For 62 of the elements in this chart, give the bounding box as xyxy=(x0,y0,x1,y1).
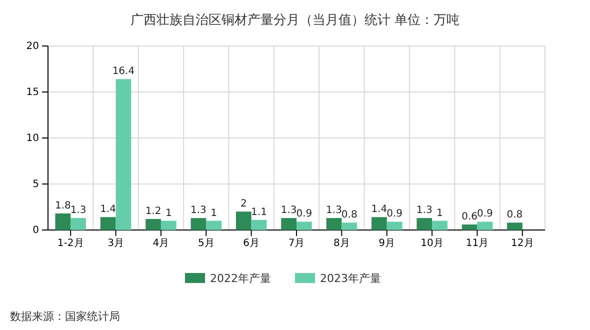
bar xyxy=(462,224,478,230)
data-label: 1.3 xyxy=(70,205,86,216)
y-tick-label: 0 xyxy=(32,225,39,236)
x-tick-label: 5月 xyxy=(198,238,214,250)
data-label: 0.8 xyxy=(341,210,358,221)
x-tick-label: 11月 xyxy=(466,238,489,250)
bar xyxy=(70,218,86,230)
bar xyxy=(477,222,493,230)
x-tick-label: 10月 xyxy=(420,238,444,250)
data-label: 0.8 xyxy=(506,210,523,221)
data-label: 0.9 xyxy=(386,208,402,220)
legend-label: 2023年产量 xyxy=(320,272,381,285)
data-label: 0.6 xyxy=(462,211,478,222)
data-label: 1 xyxy=(210,208,218,219)
y-tick-label: 10 xyxy=(26,133,39,144)
data-label: 16.4 xyxy=(112,66,135,78)
data-label: 1.2 xyxy=(145,206,162,217)
x-tick-label: 7月 xyxy=(288,238,305,250)
data-label: 1.3 xyxy=(416,205,432,216)
data-label: 2 xyxy=(240,198,247,210)
x-tick-label: 3月 xyxy=(108,238,124,250)
data-label: 1 xyxy=(436,208,443,219)
bar xyxy=(160,220,176,230)
bar xyxy=(416,218,432,230)
data-label: 1.1 xyxy=(251,206,267,218)
bar xyxy=(386,222,402,230)
bar xyxy=(432,220,448,230)
bar xyxy=(251,220,267,230)
bar xyxy=(206,220,222,230)
x-tick-label: 4月 xyxy=(152,238,170,250)
chart-title: 广西壮族自治区铜材产量分月（当月值）统计 单位：万吨 xyxy=(130,13,460,28)
y-tick-label: 20 xyxy=(26,41,39,52)
data-label: 1.8 xyxy=(54,200,71,212)
data-label: 0.9 xyxy=(476,208,493,220)
data-label: 1.3 xyxy=(280,205,297,216)
x-tick-label: 1-2月 xyxy=(57,238,84,250)
data-label: 1.4 xyxy=(371,204,388,216)
bar xyxy=(296,222,312,230)
data-label: 1.4 xyxy=(100,204,116,216)
data-label: 1.3 xyxy=(190,205,206,216)
data-label: 1.3 xyxy=(326,205,342,216)
data-label: 1 xyxy=(165,208,172,219)
bar xyxy=(55,213,71,230)
bar xyxy=(190,218,206,230)
bar xyxy=(372,217,387,230)
bar xyxy=(116,79,132,230)
bar xyxy=(100,217,116,230)
x-tick-label: 9月 xyxy=(378,238,396,250)
bar xyxy=(236,212,252,230)
y-tick-label: 15 xyxy=(26,87,39,98)
data-label: 0.9 xyxy=(296,208,312,220)
x-tick-label: 8月 xyxy=(333,238,350,250)
bar xyxy=(326,218,342,230)
x-tick-label: 6月 xyxy=(243,238,260,250)
x-tick-label: 12月 xyxy=(511,238,534,250)
bar xyxy=(281,218,296,230)
bar xyxy=(146,218,161,230)
legend-label: 2022年产量 xyxy=(210,272,271,285)
bar xyxy=(342,222,358,230)
y-tick-label: 5 xyxy=(32,179,39,190)
source-note: 数据来源：国家统计局 xyxy=(10,310,120,323)
bar xyxy=(507,222,522,230)
